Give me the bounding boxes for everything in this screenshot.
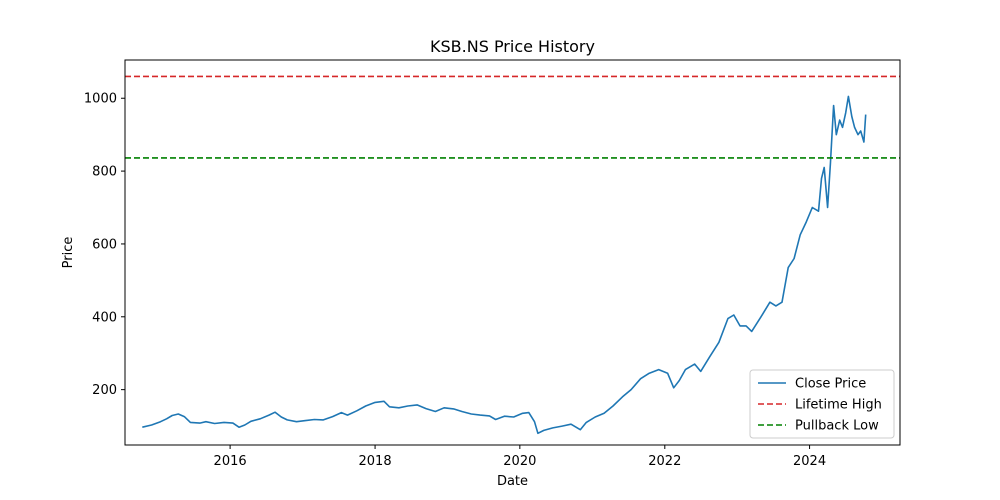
y-tick-label: 600 xyxy=(92,237,117,252)
y-tick-label: 800 xyxy=(92,165,117,180)
y-tick-label: 400 xyxy=(92,310,117,325)
y-axis: 200 400 600 800 1000 xyxy=(84,92,125,398)
chart-title: KSB.NS Price History xyxy=(430,37,595,56)
x-axis-label: Date xyxy=(497,474,528,489)
y-tick-label: 200 xyxy=(92,383,117,398)
x-tick-label: 2020 xyxy=(503,454,536,469)
x-tick-label: 2018 xyxy=(359,454,392,469)
legend: Close Price Lifetime High Pullback Low xyxy=(749,369,895,439)
legend-box xyxy=(749,369,895,439)
x-axis: 2016 2018 2020 2022 2024 xyxy=(214,445,826,469)
legend-label: Pullback Low xyxy=(795,419,879,434)
series-line-close-price xyxy=(142,95,867,435)
plot-frame xyxy=(124,59,901,446)
y-tick-label: 1000 xyxy=(84,92,117,107)
x-tick-label: 2022 xyxy=(648,454,681,469)
y-axis-label: Price xyxy=(61,237,76,269)
legend-label: Close Price xyxy=(795,377,866,392)
x-tick-label: 2024 xyxy=(793,454,826,469)
plot-area xyxy=(125,75,900,435)
legend-label: Lifetime High xyxy=(795,398,882,413)
x-tick-label: 2016 xyxy=(214,454,247,469)
